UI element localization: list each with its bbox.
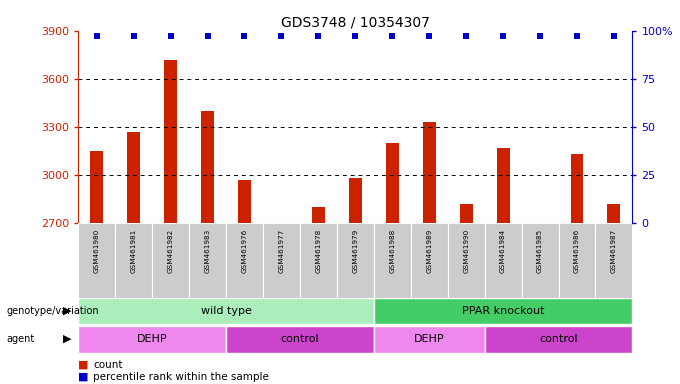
Text: ■: ■ <box>78 360 92 370</box>
Bar <box>607 204 620 223</box>
Text: GSM461990: GSM461990 <box>463 229 469 273</box>
Text: control: control <box>539 334 578 344</box>
Bar <box>447 223 485 298</box>
Bar <box>596 223 632 298</box>
Bar <box>78 326 226 353</box>
Text: control: control <box>281 334 319 344</box>
Bar <box>152 223 189 298</box>
Bar <box>386 143 398 223</box>
Text: wild type: wild type <box>201 306 252 316</box>
Text: count: count <box>93 360 122 370</box>
Bar <box>238 180 251 223</box>
Bar <box>127 131 140 223</box>
Bar <box>189 223 226 298</box>
Bar <box>226 326 374 353</box>
Text: percentile rank within the sample: percentile rank within the sample <box>93 372 269 382</box>
Text: GSM461982: GSM461982 <box>167 229 173 273</box>
Bar <box>460 204 473 223</box>
Bar <box>374 326 485 353</box>
Bar <box>522 223 558 298</box>
Bar <box>78 223 115 298</box>
Title: GDS3748 / 10354307: GDS3748 / 10354307 <box>281 16 430 30</box>
Text: DEHP: DEHP <box>414 334 445 344</box>
Bar <box>226 223 263 298</box>
Bar <box>78 298 374 324</box>
Bar <box>90 151 103 223</box>
Text: GSM461988: GSM461988 <box>389 229 395 273</box>
Bar <box>485 223 522 298</box>
Text: ■: ■ <box>78 372 92 382</box>
Text: GSM461979: GSM461979 <box>352 229 358 273</box>
Bar <box>411 223 447 298</box>
Bar <box>349 178 362 223</box>
Text: GSM461989: GSM461989 <box>426 229 432 273</box>
Text: GSM461981: GSM461981 <box>131 229 137 273</box>
Bar <box>312 207 325 223</box>
Bar <box>164 60 177 223</box>
Text: GSM461978: GSM461978 <box>316 229 322 273</box>
Text: PPAR knockout: PPAR knockout <box>462 306 544 316</box>
Text: agent: agent <box>7 334 35 344</box>
Text: GSM461980: GSM461980 <box>94 229 100 273</box>
Text: GSM461976: GSM461976 <box>241 229 248 273</box>
Text: GSM461983: GSM461983 <box>205 229 211 273</box>
Bar <box>263 223 300 298</box>
Text: ▶: ▶ <box>63 306 71 316</box>
Bar <box>300 223 337 298</box>
Text: genotype/variation: genotype/variation <box>7 306 99 316</box>
Bar <box>374 298 632 324</box>
Bar <box>374 223 411 298</box>
Text: GSM461985: GSM461985 <box>537 229 543 273</box>
Bar <box>485 326 632 353</box>
Text: ▶: ▶ <box>63 334 71 344</box>
Bar <box>337 223 374 298</box>
Text: GSM461987: GSM461987 <box>611 229 617 273</box>
Text: GSM461986: GSM461986 <box>574 229 580 273</box>
Bar <box>201 111 214 223</box>
Bar <box>571 154 583 223</box>
Bar <box>558 223 596 298</box>
Bar <box>115 223 152 298</box>
Bar <box>496 147 509 223</box>
Text: GSM461984: GSM461984 <box>500 229 506 273</box>
Text: DEHP: DEHP <box>137 334 167 344</box>
Text: GSM461977: GSM461977 <box>278 229 284 273</box>
Bar <box>423 122 436 223</box>
